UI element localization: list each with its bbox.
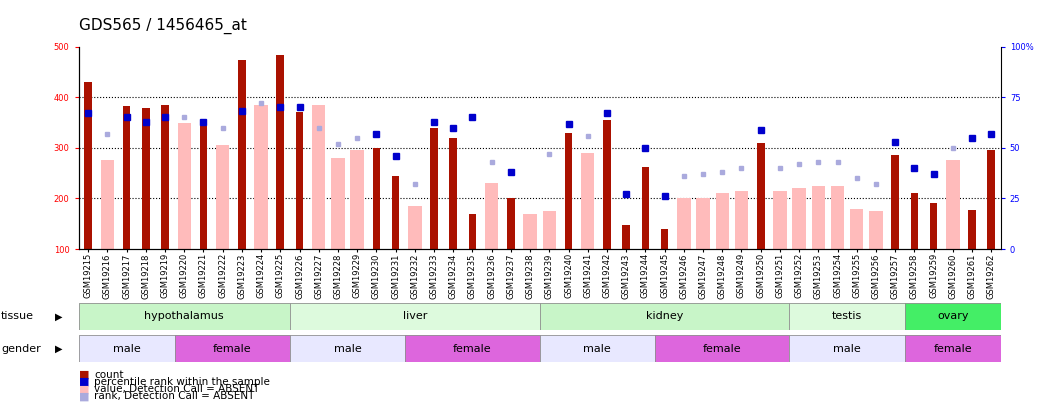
Bar (84, 82, 92, 249)
Bar (430, 128, 438, 249)
Text: percentile rank within the sample: percentile rank within the sample (94, 377, 270, 387)
Bar (696, 198, 709, 249)
Bar (792, 188, 806, 249)
Text: ovary: ovary (937, 311, 968, 321)
Bar (350, 150, 364, 249)
Bar (216, 145, 230, 249)
Bar (735, 191, 748, 249)
Bar (850, 209, 864, 249)
Text: GDS565 / 1456465_at: GDS565 / 1456465_at (79, 18, 246, 34)
Text: kidney: kidney (646, 311, 683, 321)
Bar (523, 214, 537, 249)
Bar (392, 176, 399, 249)
Bar (175, 335, 290, 362)
Bar (177, 122, 191, 249)
Text: ■: ■ (79, 370, 89, 379)
Bar (773, 191, 787, 249)
Bar (904, 335, 1001, 362)
Bar (312, 105, 326, 249)
Text: ▶: ▶ (54, 311, 62, 321)
Text: male: male (584, 344, 611, 354)
Bar (891, 156, 899, 249)
Text: value, Detection Call = ABSENT: value, Detection Call = ABSENT (94, 384, 260, 394)
Bar (540, 303, 789, 330)
Text: male: male (333, 344, 362, 354)
Bar (141, 108, 150, 249)
Bar (277, 55, 284, 249)
Bar (987, 150, 995, 249)
Text: ▶: ▶ (54, 344, 62, 354)
Bar (811, 186, 825, 249)
Bar (581, 153, 594, 249)
Bar (904, 303, 1001, 330)
Bar (408, 206, 421, 249)
Bar (199, 126, 208, 249)
Text: gender: gender (1, 344, 41, 354)
Bar (716, 194, 729, 249)
Text: ■: ■ (79, 377, 89, 387)
Bar (603, 120, 611, 249)
Bar (468, 214, 476, 249)
Bar (331, 158, 345, 249)
Text: count: count (94, 370, 124, 379)
Bar (79, 303, 290, 330)
Bar (485, 183, 499, 249)
Bar (757, 143, 764, 249)
Bar (507, 198, 515, 249)
Bar (290, 303, 540, 330)
Bar (930, 202, 937, 249)
Bar (406, 335, 540, 362)
Text: female: female (453, 344, 492, 354)
Text: liver: liver (402, 311, 427, 321)
Bar (161, 105, 169, 249)
Bar (255, 105, 268, 249)
Bar (238, 60, 245, 249)
Bar (831, 186, 845, 249)
Bar (290, 335, 406, 362)
Bar (968, 210, 976, 249)
Text: female: female (703, 344, 742, 354)
Bar (123, 106, 130, 249)
Bar (540, 335, 655, 362)
Text: female: female (213, 344, 252, 354)
Bar (789, 303, 904, 330)
Bar (296, 112, 303, 249)
Text: hypothalamus: hypothalamus (145, 311, 224, 321)
Text: male: male (113, 344, 140, 354)
Bar (660, 229, 669, 249)
Bar (946, 160, 960, 249)
Bar (372, 148, 380, 249)
Text: tissue: tissue (1, 311, 34, 321)
Bar (543, 211, 556, 249)
Bar (789, 335, 904, 362)
Bar (655, 335, 789, 362)
Bar (677, 198, 691, 249)
Bar (565, 133, 572, 249)
Bar (623, 225, 630, 249)
Bar (911, 194, 918, 249)
Text: female: female (934, 344, 973, 354)
Text: ■: ■ (79, 384, 89, 394)
Text: male: male (833, 344, 861, 354)
Text: ■: ■ (79, 392, 89, 401)
Bar (101, 160, 114, 249)
Bar (79, 335, 175, 362)
Text: testis: testis (832, 311, 863, 321)
Bar (450, 138, 457, 249)
Bar (869, 211, 882, 249)
Bar (641, 166, 649, 249)
Text: rank, Detection Call = ABSENT: rank, Detection Call = ABSENT (94, 392, 255, 401)
